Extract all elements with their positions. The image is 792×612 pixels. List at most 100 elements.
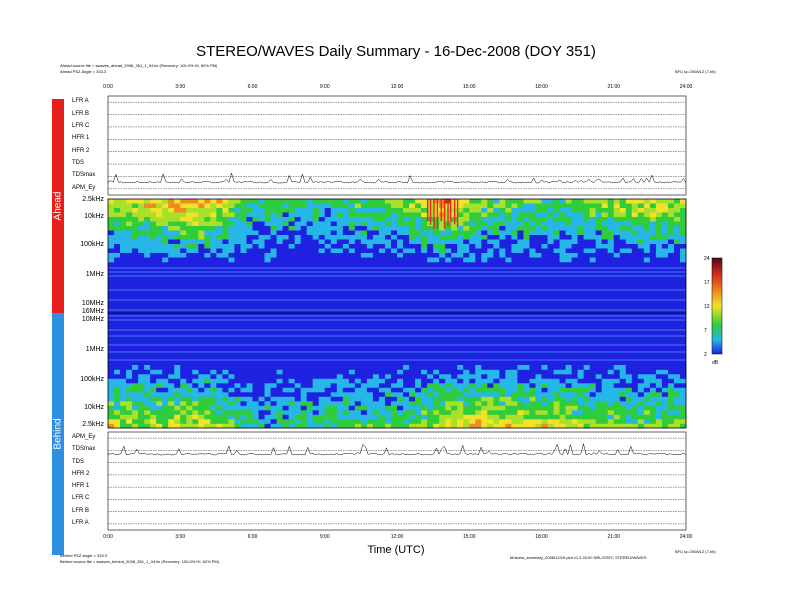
behind-spectrogram-cell — [415, 369, 422, 375]
behind-spectrogram-cell — [270, 410, 277, 415]
behind-spectrogram-cell — [511, 374, 518, 379]
ahead-spectrogram-cell — [258, 244, 265, 249]
ahead-spectrogram-cell — [397, 203, 404, 209]
behind-spectrogram-cell — [138, 414, 145, 420]
ahead-spectrogram-cell — [312, 239, 320, 245]
ahead-spectrogram-cell — [198, 203, 205, 209]
behind-spectrogram-cell — [366, 365, 374, 370]
ahead-spectrogram-cell — [583, 239, 590, 245]
behind-spectrogram-cell — [180, 405, 187, 411]
ahead-spectrogram-cell — [427, 235, 434, 240]
ahead-spectrogram-cell — [222, 257, 229, 263]
ahead-spectrogram-cell — [204, 253, 211, 258]
ahead-spectrogram-cell — [535, 248, 542, 254]
ahead-spectrogram-cell — [378, 235, 386, 240]
behind-spectrogram-cell — [451, 423, 458, 429]
ahead-spectrogram-cell — [186, 257, 193, 263]
behind-spectrogram-cell — [348, 369, 356, 375]
ahead-panel-label: LFR A — [72, 98, 89, 105]
behind-spectrogram-cell — [463, 374, 470, 379]
behind-spectrogram-cell — [354, 401, 362, 406]
ahead-spectrogram-cell — [589, 226, 596, 231]
ahead-spectrogram-cell — [523, 221, 530, 227]
ahead-spectrogram-cell — [312, 212, 320, 218]
behind-spectrogram-cell — [619, 392, 627, 397]
top-time-tick-label: 3:00 — [175, 84, 186, 90]
behind-spectrogram-cell — [264, 369, 271, 375]
ahead-spectrogram-cell — [559, 208, 566, 213]
behind-spectrogram-cell — [493, 410, 500, 415]
behind-spectrogram-cell — [547, 410, 554, 415]
behind-spectrogram-cell — [276, 365, 283, 370]
behind-spectrogram-cell — [222, 374, 229, 379]
ahead-spectrogram-cell — [390, 244, 398, 249]
behind-spectrogram-cell — [258, 365, 265, 370]
behind-spectrogram-cell — [583, 401, 590, 406]
behind-spectrogram-cell — [535, 414, 542, 420]
behind-spectrogram-cell — [499, 401, 506, 406]
behind-spectrogram-cell — [186, 378, 193, 384]
behind-spectrogram-cell — [451, 419, 458, 424]
behind-spectrogram-cell — [631, 387, 639, 393]
ahead-spectrogram-cell — [360, 217, 368, 222]
ahead-spectrogram-cell — [228, 248, 235, 254]
ahead-spectrogram-cell — [384, 203, 392, 209]
behind-spectrogram-cell — [234, 419, 241, 424]
behind-spectrogram-cell — [258, 401, 265, 406]
ahead-spectrogram-cell — [162, 221, 169, 227]
behind-spectrogram-cell — [613, 410, 621, 415]
behind-spectrogram-cell — [397, 383, 404, 388]
ahead-spectrogram-cell — [126, 253, 133, 258]
behind-spectrogram-cell — [276, 387, 283, 393]
ahead-spectrogram-cell — [354, 212, 362, 218]
behind-spectrogram-cell — [150, 405, 157, 411]
behind-spectrogram-cell — [204, 396, 211, 402]
behind-spectrogram-cell — [372, 378, 380, 384]
behind-spectrogram-cell — [360, 387, 368, 393]
ahead-spectrogram-cell — [619, 248, 627, 254]
behind-spectrogram-cell — [300, 405, 307, 411]
behind-spectrogram-cell — [234, 405, 241, 411]
behind-spectrogram-cell — [631, 369, 639, 375]
behind-spectrogram-cell — [553, 374, 560, 379]
ahead-spectrogram-cell — [397, 221, 404, 227]
behind-spectrogram-cell — [403, 374, 410, 379]
ahead-spectrogram-cell — [234, 248, 241, 254]
behind-spectrogram-cell — [246, 392, 253, 397]
behind-spectrogram-cell — [348, 374, 356, 379]
ahead-spectrogram-cell — [469, 239, 476, 245]
behind-spectrogram-cell — [132, 423, 139, 429]
ahead-spectrogram-cell — [403, 199, 410, 204]
behind-spectrogram-cell — [565, 410, 572, 415]
behind-spectrogram-cell — [240, 392, 247, 397]
behind-spectrogram-cell — [415, 419, 422, 424]
ahead-spectrogram-cell — [318, 226, 326, 231]
behind-spectrogram-cell — [336, 369, 344, 375]
behind-spectrogram-cell — [601, 401, 609, 406]
ahead-spectrogram-cell — [463, 203, 470, 209]
behind-spectrogram-cell — [294, 374, 301, 379]
ahead-spectrogram-cell — [384, 221, 392, 227]
ahead-spectrogram-cell — [138, 239, 145, 245]
behind-spectrogram-cell — [234, 383, 241, 388]
behind-spectrogram-cell — [348, 410, 356, 415]
ahead-spectrogram-cell — [487, 248, 494, 254]
behind-spectrogram-cell — [348, 392, 356, 397]
ahead-spectrogram-cell — [679, 248, 687, 254]
behind-spectrogram-cell — [673, 396, 681, 402]
ahead-spectrogram-cell — [222, 217, 229, 222]
ahead-spectrogram-cell — [559, 230, 566, 236]
behind-spectrogram-cell — [433, 423, 440, 429]
ahead-spectrogram-cell — [300, 244, 307, 249]
ahead-spectrogram-cell — [282, 221, 289, 227]
behind-spectrogram-cell — [198, 365, 205, 370]
behind-spectrogram-cell — [144, 423, 151, 429]
ahead-spectrogram-cell — [348, 199, 356, 204]
behind-spectrogram-cell — [595, 392, 603, 397]
behind-spectrogram-cell — [517, 369, 524, 375]
behind-spectrogram-cell — [252, 383, 259, 388]
behind-spectrogram-cell — [583, 369, 590, 375]
behind-spectrogram-cell — [120, 383, 127, 388]
ahead-spectrogram-cell — [318, 199, 326, 204]
ahead-spectrogram-cell — [559, 235, 566, 240]
